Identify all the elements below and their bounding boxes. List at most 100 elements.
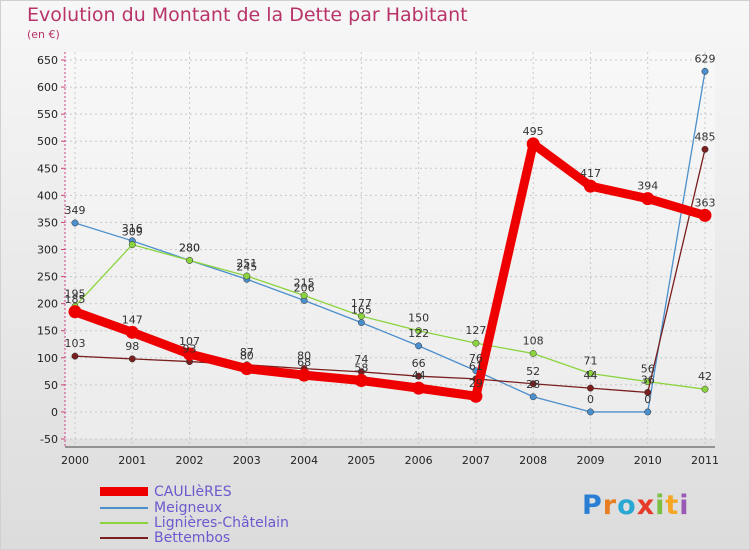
series-point-2: [357, 312, 365, 320]
legend-label: Bettembos: [154, 530, 231, 546]
y-tick-label: 200: [37, 298, 58, 311]
data-label: 80: [297, 350, 311, 363]
series-point-2: [128, 241, 136, 249]
proxiti-logo: Proxiti: [582, 490, 690, 521]
series-point-3: [71, 352, 79, 360]
data-label: 206: [294, 281, 315, 294]
series-point-0: [412, 381, 426, 395]
data-label: 66: [412, 357, 426, 370]
legend-label: Meigneux: [154, 500, 223, 516]
logo-letter: i: [679, 490, 690, 521]
series-point-1: [587, 408, 594, 416]
y-tick-label: 450: [37, 162, 58, 175]
series-point-0: [583, 179, 597, 193]
y-tick-label: 400: [37, 189, 58, 202]
data-label: 42: [698, 370, 712, 383]
series-point-3: [644, 388, 652, 396]
data-label: 28: [526, 378, 540, 391]
data-label: 280: [179, 241, 200, 254]
y-tick-label: 600: [37, 81, 58, 94]
logo-letter: r: [602, 490, 618, 521]
series-point-1: [357, 319, 365, 327]
data-label: 147: [122, 313, 143, 326]
y-tick-label: 250: [37, 271, 58, 284]
data-label: 0: [587, 393, 594, 406]
series-point-2: [701, 385, 709, 393]
data-label: 394: [637, 180, 658, 193]
y-tick-label: 300: [37, 244, 58, 257]
series-point-0: [354, 374, 368, 388]
data-label: 44: [583, 369, 597, 382]
logo-letter: o: [617, 490, 637, 521]
data-label: 68: [297, 356, 311, 369]
data-label: 245: [236, 260, 257, 273]
data-label: 58: [354, 362, 368, 375]
series-point-3: [529, 380, 537, 388]
series-point-2: [300, 292, 308, 299]
data-label: 316: [122, 222, 143, 235]
series-point-3: [587, 384, 594, 392]
series-point-2: [186, 256, 193, 264]
data-label: 195: [65, 287, 86, 300]
data-label: 417: [580, 167, 601, 180]
x-tick-label: 2004: [290, 454, 318, 467]
chart-subtitle: (en €): [27, 28, 60, 41]
series-point-2: [587, 370, 594, 377]
data-label: 280: [179, 241, 200, 254]
data-label: 56: [641, 363, 655, 376]
data-label: 215: [294, 277, 315, 290]
data-label: 165: [351, 304, 372, 317]
x-tick-label: 2003: [233, 454, 261, 467]
legend-label: CAULIèRES: [154, 484, 232, 500]
data-label: 76: [469, 352, 483, 365]
y-tick-label: 500: [37, 135, 58, 148]
chart-title: Evolution du Montant de la Dette par Hab…: [27, 4, 468, 26]
series-point-2: [243, 272, 251, 280]
data-label: 74: [354, 353, 368, 366]
legend-swatch: [100, 507, 148, 509]
series-point-2: [415, 327, 423, 335]
series-point-0: [469, 389, 483, 403]
series-point-0: [526, 137, 540, 151]
series-point-1: [71, 219, 79, 227]
y-tick-label: 150: [37, 325, 58, 338]
data-label: 29: [469, 377, 483, 390]
y-tick-label: -50: [40, 433, 58, 446]
series-point-3: [701, 145, 709, 153]
data-label: 44: [412, 369, 426, 382]
legend-swatch: [100, 487, 148, 496]
data-label: 107: [179, 335, 200, 348]
legend-label: Lignières-Châtelain: [154, 515, 289, 531]
data-label: 363: [695, 196, 716, 209]
data-label: 61: [469, 360, 483, 373]
x-tick-label: 2009: [576, 454, 604, 467]
y-tick-label: 0: [51, 406, 58, 419]
x-tick-label: 2001: [118, 454, 146, 467]
series-point-1: [529, 393, 537, 401]
data-label: 80: [240, 350, 254, 363]
x-tick-label: 2010: [634, 454, 662, 467]
series-point-0: [297, 368, 311, 382]
axes: -50 0 50 100 150 200 250 300 350 400 450 500 550 600 6…: [37, 52, 719, 467]
logo-letter: x: [636, 490, 656, 521]
series-point-0: [125, 325, 139, 339]
logo-letter: t: [665, 490, 680, 521]
series-line-3: [74, 148, 706, 394]
series-point-2: [529, 350, 537, 357]
legend-swatch: [100, 522, 148, 524]
legend-swatch: [100, 537, 148, 539]
series-point-1: [701, 67, 709, 75]
data-label: 52: [526, 365, 540, 378]
data-label: 349: [65, 204, 86, 217]
data-label: 71: [583, 354, 597, 367]
y-tick-label: 550: [37, 108, 58, 121]
series-point-0: [240, 362, 254, 376]
series-group: [68, 67, 712, 416]
x-tick-label: 2002: [176, 454, 204, 467]
data-label: 485: [695, 130, 716, 143]
x-tick-label: 2000: [61, 454, 89, 467]
series-point-1: [415, 342, 423, 350]
series-point-3: [128, 355, 136, 363]
